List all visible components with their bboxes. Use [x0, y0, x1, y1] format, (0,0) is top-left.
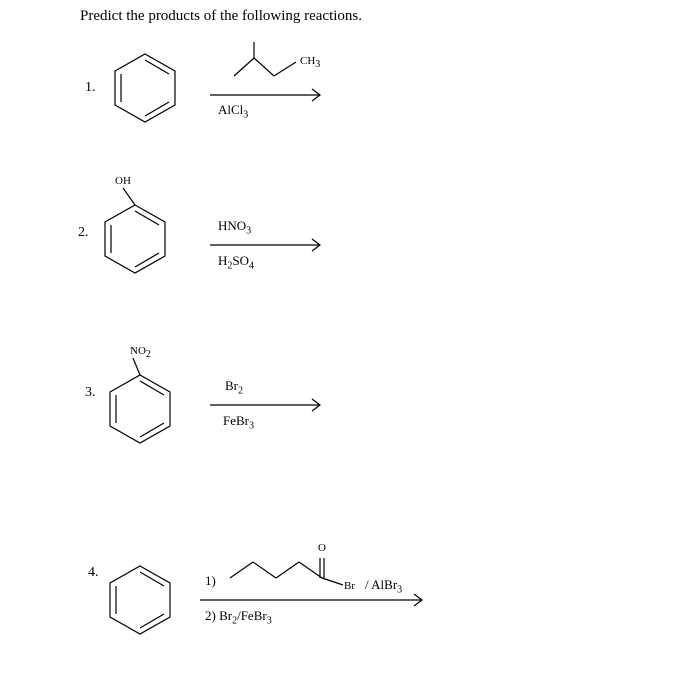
- rxn4-number: 4.: [88, 565, 99, 581]
- phenol-ring: [95, 185, 180, 280]
- hno3-label: HNO3: [218, 218, 251, 237]
- step2-label: 2) Br2/FeBr3: [205, 608, 272, 627]
- alcl3-label: AlCl3: [218, 102, 248, 121]
- acyl-bromide: [225, 530, 375, 585]
- febr3-label: FeBr3: [223, 413, 254, 432]
- rxn2-number: 2.: [78, 225, 89, 241]
- benzene-ring-1: [105, 48, 185, 128]
- rxn1-number: 1.: [85, 80, 96, 96]
- step1-label: 1): [205, 573, 216, 589]
- ch3-label: CH3: [300, 55, 320, 70]
- h2so4-label: H2SO4: [218, 253, 254, 272]
- page-title: Predict the products of the following re…: [80, 8, 362, 25]
- carbonyl-o: O: [318, 542, 326, 554]
- benzene-ring-4: [100, 560, 180, 640]
- arrow-3: [210, 395, 330, 415]
- arrow-4: [200, 590, 430, 610]
- nitrobenzene-ring: [100, 355, 185, 450]
- br2-label: Br2: [225, 378, 243, 397]
- rxn3-number: 3.: [85, 385, 96, 401]
- arrow-2: [210, 235, 330, 255]
